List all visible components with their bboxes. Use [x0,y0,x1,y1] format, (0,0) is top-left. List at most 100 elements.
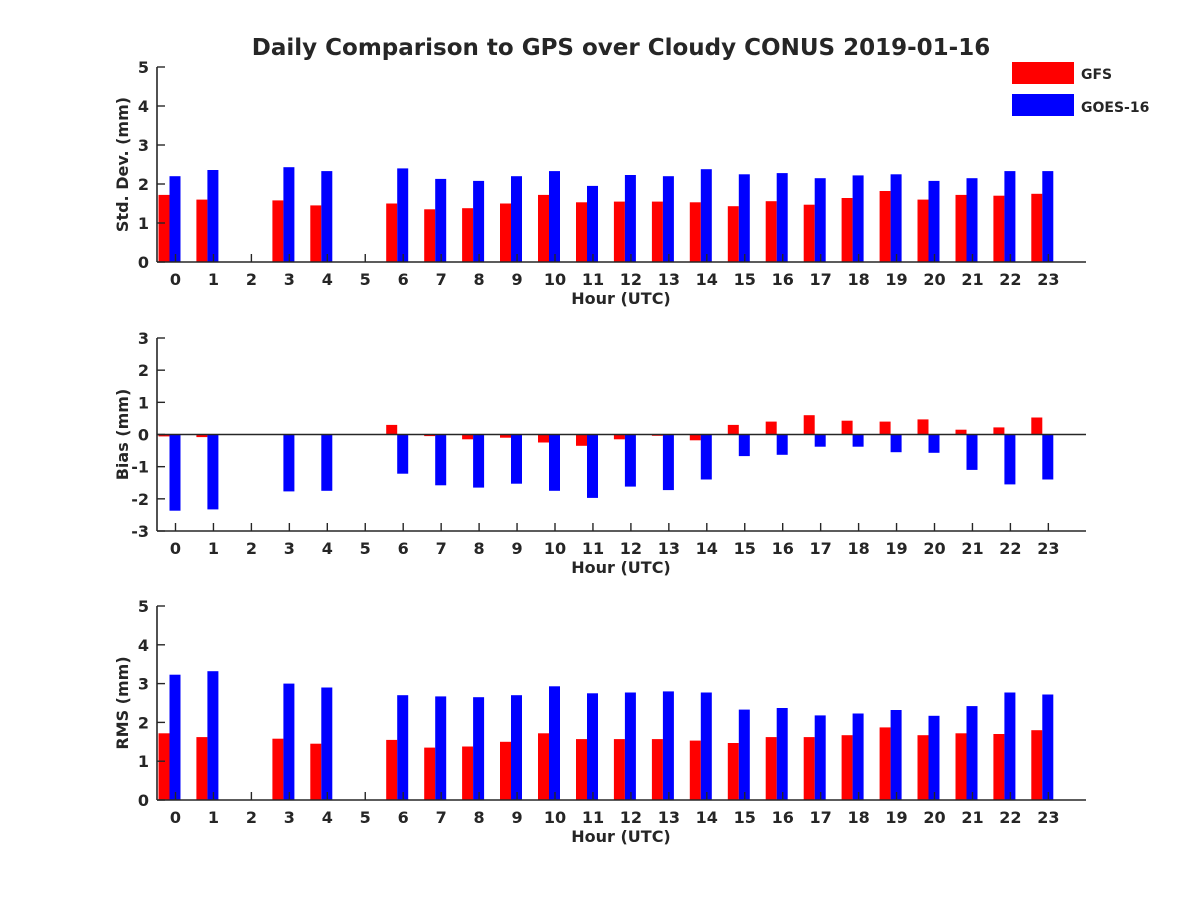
bar-goes-16-hour-15-panel-1 [738,174,750,263]
x-tick-label-16-panel-3: 16 [772,808,794,827]
bar-goes-16-hour-9-panel-3 [511,695,522,800]
bar-gfs-hour-6-panel-2 [386,424,398,435]
bar-goes-16-hour-1-panel-1 [207,170,219,262]
y-axis-label-panel-3: RMS (mm) [113,656,132,749]
bar-goes-16-hour-6-panel-2 [397,434,409,474]
bar-gfs-hour-12-panel-3 [613,739,625,800]
x-tick-label-17-panel-2: 17 [810,539,832,558]
x-tick-label-14-panel-3: 14 [696,808,718,827]
x-tick-label-1-panel-1: 1 [208,270,219,289]
bar-goes-16-hour-22-panel-1 [1004,171,1016,262]
bar-goes-16-hour-20-panel-2 [928,434,940,453]
x-tick-label-7-panel-1: 7 [436,270,447,289]
x-tick-label-18-panel-2: 18 [847,539,869,558]
bar-gfs-hour-22-panel-3 [993,734,1005,800]
bar-gfs-hour-11-panel-1 [576,202,587,262]
bar-gfs-hour-9-panel-3 [500,741,511,800]
bar-goes-16-hour-11-panel-2 [587,434,598,498]
chart-title: Daily Comparison to GPS over Cloudy CONU… [252,35,990,61]
bar-goes-16-hour-10-panel-1 [549,171,560,262]
x-tick-label-9-panel-3: 9 [511,808,522,827]
bar-gfs-hour-8-panel-3 [462,746,474,800]
bar-gfs-hour-17-panel-2 [803,415,815,435]
bar-gfs-hour-7-panel-3 [424,747,436,800]
x-tick-label-21-panel-1: 21 [961,270,983,289]
bar-gfs-hour-14-panel-1 [689,202,701,262]
bar-goes-16-hour-16-panel-3 [776,708,788,800]
bar-gfs-hour-15-panel-3 [727,743,739,800]
bar-goes-16-hour-9-panel-2 [511,434,522,484]
x-axis-label-panel-2: Hour (UTC) [571,558,671,577]
legend-swatch-goes16 [1012,94,1074,116]
bar-goes-16-hour-16-panel-1 [776,173,788,262]
bar-goes-16-hour-18-panel-3 [852,713,864,800]
bar-gfs-hour-12-panel-1 [613,201,625,262]
x-tick-label-20-panel-3: 20 [923,808,945,827]
bar-gfs-hour-16-panel-3 [765,737,777,800]
x-tick-label-12-panel-1: 12 [620,270,642,289]
bar-goes-16-hour-20-panel-3 [928,715,940,800]
x-tick-label-6-panel-2: 6 [398,539,409,558]
bar-goes-16-hour-12-panel-1 [624,175,636,262]
bar-goes-16-hour-16-panel-2 [776,434,788,455]
bar-goes-16-hour-11-panel-3 [587,693,598,800]
x-tick-label-22-panel-1: 22 [999,270,1021,289]
bar-gfs-hour-9-panel-2 [500,434,511,438]
y-tick-label-0-panel-2: 0 [138,426,149,445]
x-tick-label-18-panel-1: 18 [847,270,869,289]
bar-goes-16-hour-4-panel-3 [321,687,333,800]
bar-goes-16-hour-12-panel-3 [624,692,636,800]
bar-gfs-hour-19-panel-1 [879,191,891,262]
bar-gfs-hour-21-panel-1 [955,194,967,262]
bar-gfs-hour-22-panel-2 [993,427,1005,435]
bar-gfs-hour-16-panel-2 [765,421,777,435]
x-tick-label-1-panel-2: 1 [208,539,219,558]
x-tick-label-23-panel-3: 23 [1037,808,1059,827]
bar-goes-16-hour-4-panel-2 [321,434,333,491]
x-tick-label-18-panel-3: 18 [847,808,869,827]
x-axis-label-panel-3: Hour (UTC) [571,827,671,846]
x-tick-label-11-panel-3: 11 [582,808,604,827]
x-tick-label-19-panel-1: 19 [885,270,907,289]
bar-goes-16-hour-10-panel-2 [549,434,560,491]
bar-goes-16-hour-22-panel-2 [1004,434,1016,485]
y-tick-label-5-panel-3: 5 [138,597,149,616]
bar-gfs-hour-19-panel-2 [879,421,891,435]
bar-gfs-hour-19-panel-3 [879,727,891,800]
legend-label-goes16: GOES-16 [1081,100,1149,116]
x-tick-label-8-panel-3: 8 [474,808,485,827]
bar-goes-16-hour-11-panel-1 [587,185,598,262]
bar-goes-16-hour-0-panel-1 [169,176,181,262]
bar-gfs-hour-1-panel-1 [196,199,208,262]
x-tick-label-3-panel-3: 3 [284,808,295,827]
bar-gfs-hour-23-panel-3 [1031,730,1043,800]
bar-gfs-hour-18-panel-1 [841,198,853,262]
bar-gfs-hour-6-panel-3 [386,739,398,800]
bar-gfs-hour-21-panel-2 [955,429,967,435]
y-tick-label-1-panel-2: 1 [138,393,149,412]
bar-goes-16-hour-23-panel-1 [1042,171,1054,262]
bar-goes-16-hour-22-panel-3 [1004,692,1016,800]
x-tick-label-7-panel-3: 7 [436,808,447,827]
bar-goes-16-hour-21-panel-1 [966,178,978,262]
bar-goes-16-hour-8-panel-2 [473,434,485,488]
bar-gfs-hour-0-panel-2 [158,434,170,437]
bar-goes-16-hour-19-panel-3 [890,710,902,800]
bar-goes-16-hour-17-panel-3 [814,715,826,800]
x-tick-label-13-panel-3: 13 [658,808,680,827]
x-tick-label-13-panel-1: 13 [658,270,680,289]
bar-gfs-hour-17-panel-1 [803,204,815,262]
bar-gfs-hour-18-panel-3 [841,735,853,800]
x-tick-label-16-panel-2: 16 [772,539,794,558]
x-tick-label-3-panel-1: 3 [284,270,295,289]
x-tick-label-9-panel-1: 9 [511,270,522,289]
x-tick-label-2-panel-2: 2 [246,539,257,558]
x-tick-label-2-panel-1: 2 [246,270,257,289]
y-tick-label-4-panel-1: 4 [138,97,149,116]
bar-gfs-hour-14-panel-2 [689,434,701,441]
bar-goes-16-hour-1-panel-2 [207,434,219,510]
x-tick-label-6-panel-1: 6 [398,270,409,289]
x-tick-label-9-panel-2: 9 [511,539,522,558]
y-tick-label-1-panel-3: 1 [138,752,149,771]
